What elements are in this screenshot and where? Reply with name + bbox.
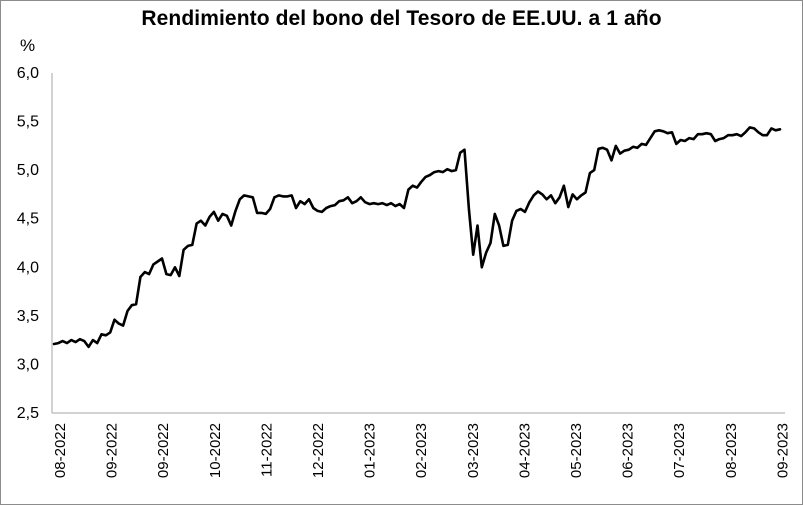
x-tick-label: 08-2022 <box>52 423 69 478</box>
x-tick-label: 09-2023 <box>774 423 791 478</box>
y-tick-label: 5,5 <box>17 114 39 131</box>
x-tick-label: 02-2023 <box>413 423 430 478</box>
y-tick-label: 3,5 <box>17 308 39 325</box>
y-tick-label: 5,0 <box>17 162 39 179</box>
y-tick-label: 4,5 <box>17 211 39 228</box>
x-tick-label: 01-2023 <box>362 423 379 478</box>
y-axis-unit-label: % <box>20 36 36 55</box>
x-tick-label: 10-2022 <box>207 423 224 478</box>
x-axis-ticks: 08-2022 09-2022 09-2022 10-2022 11-2022 12-20… <box>52 423 791 478</box>
x-tick-label: 09-2022 <box>104 423 121 478</box>
x-tick-label: 12-2022 <box>310 423 327 478</box>
series-line-0 <box>52 126 782 349</box>
x-tick-label: 03-2023 <box>465 423 482 478</box>
x-tick-label: 05-2023 <box>568 423 585 478</box>
y-tick-label: 6,0 <box>17 65 39 82</box>
series-group <box>52 126 782 349</box>
y-tick-label: 3,0 <box>17 356 39 373</box>
x-tick-label: 09-2022 <box>155 423 172 478</box>
x-tick-label: 04-2023 <box>516 423 533 478</box>
x-tick-label: 11-2022 <box>258 423 275 477</box>
y-tick-label: 2,5 <box>17 405 39 422</box>
x-tick-label: 08-2023 <box>723 423 740 478</box>
y-axis-ticks: 2,5 3,0 3,5 4,0 4,5 5,0 5,5 6,0 <box>17 65 39 422</box>
y-tick-label: 4,0 <box>17 259 39 276</box>
x-tick-label: 07-2023 <box>671 423 688 478</box>
chart-title: Rendimiento del bono del Tesoro de EE.UU… <box>141 7 662 30</box>
x-tick-label: 06-2023 <box>620 423 637 478</box>
